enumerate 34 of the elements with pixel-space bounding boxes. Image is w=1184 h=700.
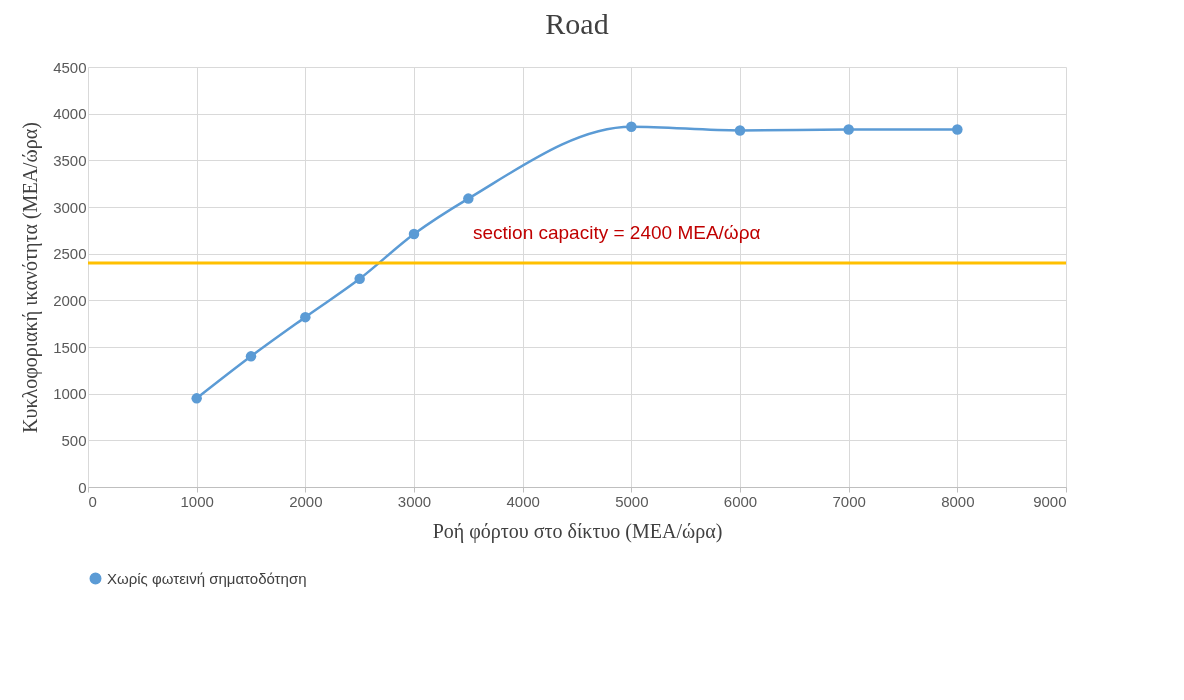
point — [408, 228, 420, 240]
y-tick-label: 3000 — [53, 198, 87, 216]
point — [191, 393, 202, 404]
x-tick-label: 7000 — [832, 492, 866, 510]
x-tick-label: 1000 — [180, 492, 214, 510]
point — [463, 193, 474, 204]
ref-line-label: section capacity = 2400 ΜΕΑ/ώρα — [473, 222, 761, 243]
y-tick-label: 2000 — [53, 291, 87, 309]
point — [300, 311, 311, 323]
x-tick-label: 3000 — [397, 492, 432, 510]
y-tick-label: 4000 — [53, 105, 87, 123]
point — [626, 121, 637, 132]
y-tick-label: 0 — [78, 478, 87, 496]
legend-label: Χωρίς φωτεινή σηματοδότηση — [107, 569, 307, 587]
y-tick-label: 4500 — [53, 58, 87, 76]
x-tick-label: 6000 — [723, 492, 758, 510]
point — [843, 124, 854, 135]
x-axis-title: Ροή φόρτου στο δίκτυο (ΜΕΑ/ώρα) — [432, 519, 723, 543]
y-axis-title: Κυκλοφοριακή ικανότητα (ΜΕΑ/ώρα) — [19, 122, 43, 433]
x-tick-label: 5000 — [615, 492, 649, 510]
x-tick-label: 8000 — [941, 492, 975, 510]
y-tick-label: 2500 — [53, 245, 87, 263]
point — [245, 351, 257, 362]
y-tick-label: 3500 — [53, 151, 87, 169]
point — [734, 125, 746, 136]
point — [354, 273, 365, 285]
x-tick-label: 4000 — [506, 492, 540, 510]
x-tick-label: 9000 — [1033, 492, 1067, 510]
y-tick-label: 500 — [61, 431, 87, 449]
point — [952, 124, 963, 135]
y-tick-label: 1500 — [53, 338, 87, 356]
chart-title: Road — [545, 7, 609, 40]
y-tick-label: 1000 — [53, 385, 87, 403]
x-tick-label: 2000 — [289, 492, 323, 510]
